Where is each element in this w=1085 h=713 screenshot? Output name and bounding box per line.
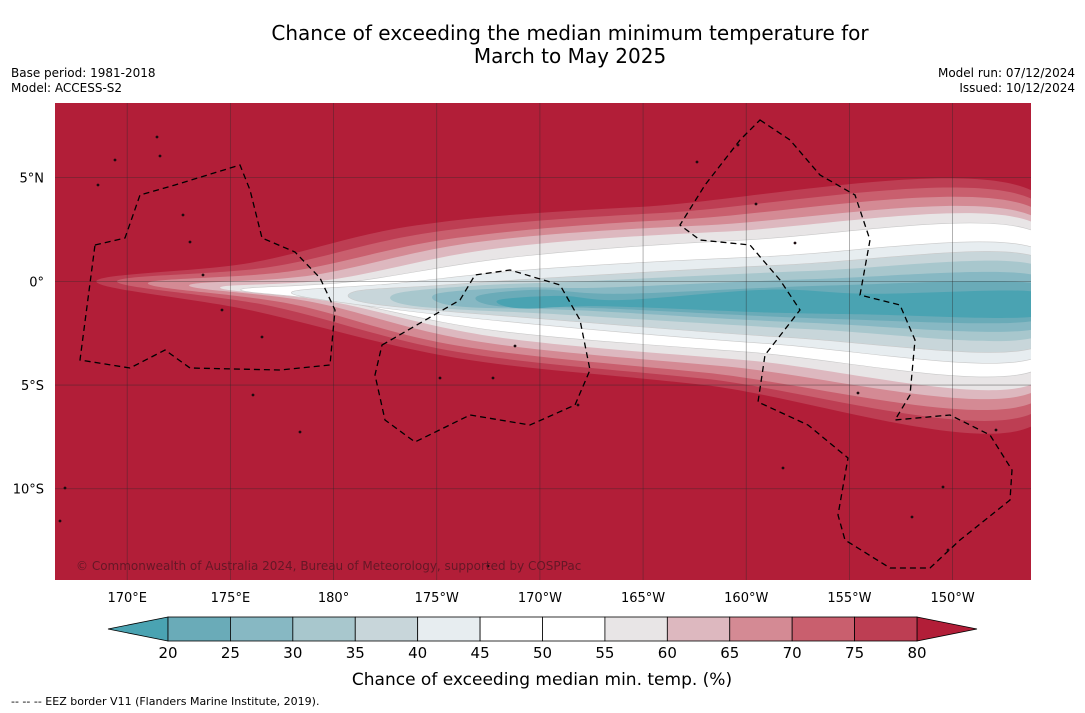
colorbar-tick-label: 60 xyxy=(658,644,677,662)
island-dot xyxy=(910,515,914,519)
eez-border-kiribati-gilbert xyxy=(79,164,336,371)
island-dot xyxy=(491,376,495,380)
x-tick-label: 170°E xyxy=(107,591,147,606)
x-tick-label: 175°E xyxy=(211,591,251,606)
eez-borders xyxy=(79,119,1013,569)
colorbar-bin xyxy=(854,616,918,642)
colorbar-tick-label: 70 xyxy=(783,644,802,662)
colorbar-extend-low xyxy=(107,616,169,642)
colorbar-tick-label: 40 xyxy=(408,644,427,662)
y-tick-label: 5°S xyxy=(21,379,44,394)
colorbar-tick-label: 20 xyxy=(158,644,177,662)
colorbar-bin xyxy=(791,616,855,642)
colorbar-tick-label: 30 xyxy=(283,644,302,662)
probability-band xyxy=(96,178,1031,434)
island-dot xyxy=(793,241,797,245)
island-dot xyxy=(58,519,62,523)
island-dot xyxy=(96,183,100,187)
island-dot xyxy=(994,428,998,432)
colorbar-bin xyxy=(417,616,481,642)
island-dot xyxy=(298,430,302,434)
model-run: Model run: 07/12/2024 xyxy=(937,66,1075,80)
colorbar-tick-label: 80 xyxy=(907,644,926,662)
colorbar: 20 25 30 35 40 45 50 55 60 65 70 75 80 xyxy=(107,616,978,662)
x-tick-label: 175°W xyxy=(415,591,459,606)
island-markers xyxy=(58,135,998,568)
island-dot xyxy=(695,160,699,164)
island-dot xyxy=(576,403,580,407)
island-dot xyxy=(181,213,185,217)
island-dot xyxy=(754,202,758,206)
colorbar-tick-label: 50 xyxy=(533,644,552,662)
model-name: Model: ACCESS-S2 xyxy=(11,81,123,95)
x-tick-label: 180° xyxy=(318,591,349,606)
island-dot xyxy=(856,391,860,395)
island-dot xyxy=(155,135,159,139)
island-dot xyxy=(260,335,264,339)
colorbar-tick-label: 45 xyxy=(471,644,490,662)
island-dot xyxy=(201,273,205,277)
y-tick-label: 5°N xyxy=(20,172,45,187)
colorbar-bin xyxy=(666,616,731,642)
colorbar-bin xyxy=(354,616,419,642)
island-dot xyxy=(188,240,192,244)
title-line-1: Chance of exceeding the median minimum t… xyxy=(271,21,869,45)
base-period: Base period: 1981-2018 xyxy=(11,66,156,80)
eez-legend: -- -- -- EEZ border V11 (Flanders Marine… xyxy=(11,695,320,708)
island-dot xyxy=(438,376,442,380)
chart-title: Chance of exceeding the median minimum t… xyxy=(0,22,1085,68)
colorbar-bin xyxy=(292,616,356,642)
island-dot xyxy=(251,393,255,397)
colorbar-bin xyxy=(230,616,294,642)
colorbar-bin xyxy=(167,616,231,642)
island-dot xyxy=(113,158,117,162)
eez-border-phoenix xyxy=(374,269,591,443)
colorbar-tick-label: 75 xyxy=(845,644,864,662)
island-dot xyxy=(486,564,490,568)
island-dot xyxy=(63,486,67,490)
colorbar-extend-high xyxy=(916,616,978,642)
x-tick-label: 165°W xyxy=(621,591,665,606)
colorbar-tick-label: 65 xyxy=(720,644,739,662)
copyright-notice: © Commonwealth of Australia 2024, Bureau… xyxy=(76,559,581,573)
colorbar-tick-label: 55 xyxy=(595,644,614,662)
title-line-2: March to May 2025 xyxy=(473,44,667,68)
island-dot xyxy=(946,548,950,552)
colorbar-label: Chance of exceeding median min. temp. (%… xyxy=(352,670,732,690)
island-dot xyxy=(736,143,740,147)
issued-date: Issued: 10/12/2024 xyxy=(959,81,1075,95)
colorbar-bin xyxy=(729,616,793,642)
colorbar-bin xyxy=(542,616,606,642)
x-tick-label: 170°W xyxy=(518,591,562,606)
x-axis-ticks: 170°E 175°E 180° 175°W 170°W 165°W 160°W 155°W 1… xyxy=(107,591,974,606)
y-tick-label: 10°S xyxy=(13,483,44,498)
probability-contour-11 xyxy=(496,289,1031,318)
y-axis-ticks: 5°N 0° 5°S 10°S xyxy=(13,172,44,498)
island-dot xyxy=(513,344,517,348)
island-dot xyxy=(220,308,224,312)
y-tick-label: 0° xyxy=(29,275,44,290)
colorbar-tick-label: 25 xyxy=(221,644,240,662)
x-tick-label: 155°W xyxy=(827,591,871,606)
eez-border-line-islands xyxy=(679,119,1013,569)
meta-left: Base period: 1981-2018 Model: ACCESS-S2 xyxy=(11,66,156,96)
colorbar-bin xyxy=(479,616,543,642)
x-tick-label: 160°W xyxy=(724,591,768,606)
island-dot xyxy=(781,466,785,470)
island-dot xyxy=(158,154,162,158)
colorbar-bin xyxy=(604,616,668,642)
colorbar-tick-label: 35 xyxy=(346,644,365,662)
island-dot xyxy=(941,485,945,489)
x-tick-label: 150°W xyxy=(931,591,975,606)
grid-lines xyxy=(55,103,1031,580)
meta-right: Model run: 07/12/2024 Issued: 10/12/2024 xyxy=(938,66,1075,96)
